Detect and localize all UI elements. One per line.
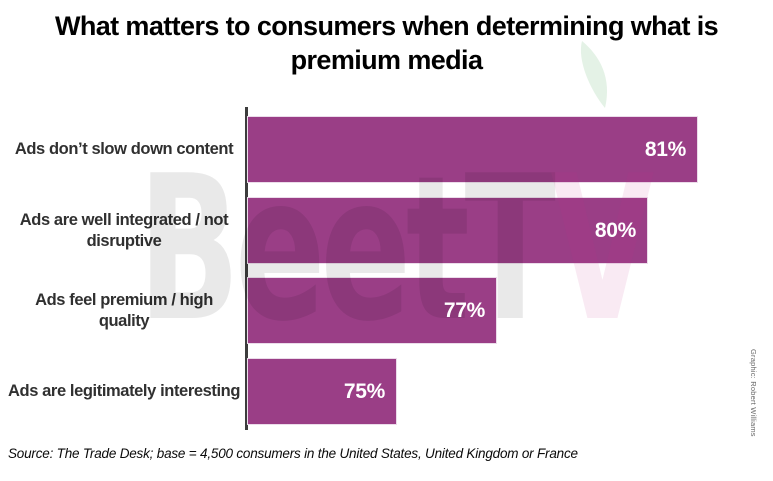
category-label-line: disruptive (86, 231, 162, 250)
category-label-line: Ads don’t slow down content (14, 140, 234, 158)
category-label: Ads feel premium / high quality (8, 277, 240, 344)
beet-leaf-icon (580, 41, 608, 108)
bar-row: Ads are well integrated / not disruptive… (0, 197, 773, 264)
bar-value-label: 80% (594, 218, 636, 242)
bar-row: Ads don’t slow down content 81% (0, 116, 773, 183)
bar-value-label: 81% (644, 137, 686, 161)
bar-value-label: 75% (343, 379, 385, 403)
category-label-line: Ads are legitimately interesting (8, 382, 241, 400)
bar: 81% (247, 116, 698, 183)
graphic-credit: Graphic: Robert Williams (749, 349, 758, 437)
bar: 80% (247, 197, 648, 264)
source-note: Source: The Trade Desk; base = 4,500 con… (8, 446, 578, 461)
bar: 77% (247, 277, 497, 344)
category-label: Ads don’t slow down content (8, 116, 240, 183)
y-axis-line (245, 107, 248, 430)
chart-title-line1: What matters to consumers when determini… (54, 11, 719, 41)
category-label-line: Ads feel premium / high (35, 290, 213, 309)
category-label-line: quality (98, 311, 150, 330)
chart-title-line2: premium media (290, 45, 483, 75)
category-label-line: Ads are well integrated / not (19, 210, 229, 229)
bar-row: Ads are legitimately interesting 75% (0, 358, 773, 425)
bar-value-label: 77% (443, 298, 485, 322)
bar: 75% (247, 358, 397, 425)
bar-row: Ads feel premium / high quality 77% (0, 277, 773, 344)
chart-title: What matters to consumers when determini… (0, 9, 773, 77)
category-label: Ads are well integrated / not disruptive (8, 197, 240, 264)
category-label: Ads are legitimately interesting (8, 358, 240, 425)
